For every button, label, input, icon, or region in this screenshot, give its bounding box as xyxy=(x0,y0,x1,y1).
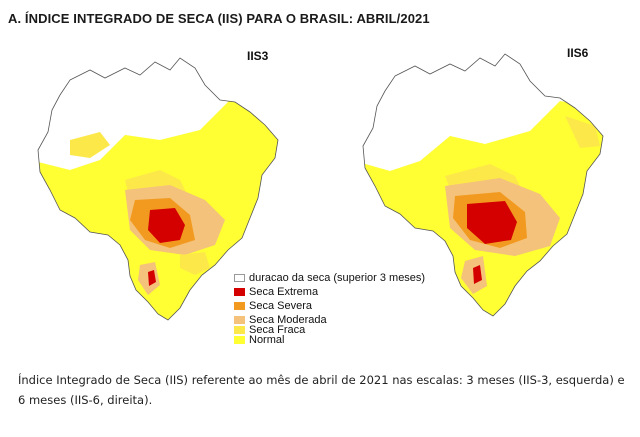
legend-item-normal: Normal xyxy=(234,334,284,346)
legend-swatch xyxy=(234,336,245,344)
legend-swatch xyxy=(234,316,245,324)
legend-swatch xyxy=(234,326,245,334)
legend-item-seca-extrema: Seca Extrema xyxy=(234,286,318,298)
legend-label: Seca Severa xyxy=(249,300,312,312)
map-label-iis3: IIS3 xyxy=(247,49,269,63)
legend-item-duration: duracao da seca (superior 3 meses) xyxy=(234,272,425,284)
legend-swatch xyxy=(234,274,245,282)
brazil-map-iis6 xyxy=(362,53,604,317)
legend-label: Normal xyxy=(249,334,285,346)
legend-item-seca-severa: Seca Severa xyxy=(234,300,312,312)
legend-swatch xyxy=(234,302,245,310)
legend-label: Seca Extrema xyxy=(249,286,319,298)
legend-label: Seca Fraca xyxy=(249,324,306,336)
map-label-iis6: IIS6 xyxy=(567,46,589,60)
figure-title: A. ÍNDICE INTEGRADO DE SECA (IIS) PARA O… xyxy=(8,11,430,26)
figure-caption: Índice Integrado de Seca (IIS) referente… xyxy=(18,373,625,407)
legend-item-seca-moderada: Seca Moderada xyxy=(234,314,327,326)
legend-item-seca-fraca: Seca Fraca xyxy=(234,324,305,336)
figure-panel: A. ÍNDICE INTEGRADO DE SECA (IIS) PARA O… xyxy=(8,11,604,346)
legend-label: Seca Moderada xyxy=(249,314,327,326)
legend-label: duracao da seca (superior 3 meses) xyxy=(249,272,426,284)
legend-swatch xyxy=(234,288,245,296)
